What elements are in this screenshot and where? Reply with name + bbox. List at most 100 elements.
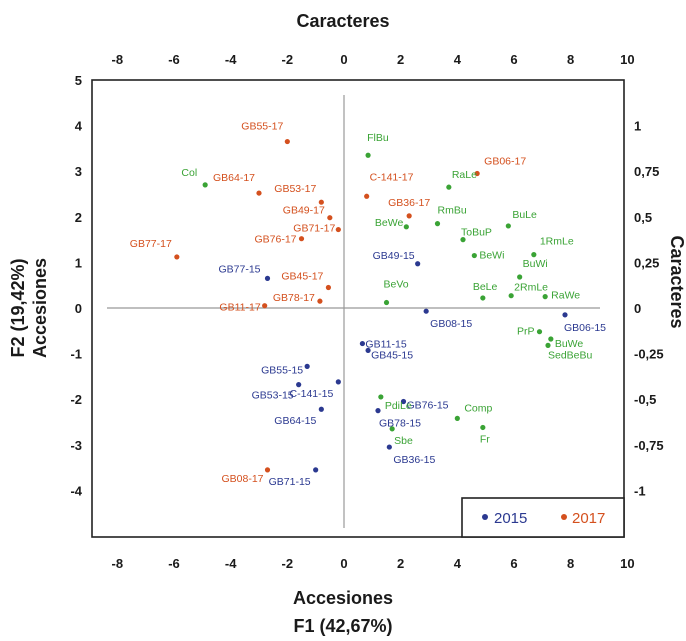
right-tick-label: -1 [634, 483, 646, 498]
point-label-GB55-15: GB55-15 [261, 364, 303, 376]
point-label-GB49-15: GB49-15 [373, 250, 415, 262]
point-GB06-15 [562, 312, 568, 318]
point-label-SedBeBu: SedBeBu [548, 349, 593, 361]
point-GB11-17 [262, 303, 268, 309]
bottom-tick-label: -2 [282, 556, 294, 571]
point-label-GB76-17: GB76-17 [254, 234, 296, 246]
left-tick-label: 2 [75, 210, 82, 225]
point-label-GB36-15: GB36-15 [393, 454, 435, 466]
point-label-GB53-15: GB53-15 [252, 390, 294, 402]
point-GB53-15 [296, 382, 302, 388]
left-axis-title-2: Accesiones [30, 258, 50, 358]
point-label-BeWi: BeWi [479, 250, 504, 262]
legend-label-2015: 2015 [494, 510, 527, 527]
bottom-axis-title-1: Accesiones [293, 588, 393, 608]
point-2RmLe [508, 293, 514, 299]
point-PdiLe [378, 394, 384, 400]
left-tick-label: 5 [75, 73, 82, 88]
point-label-Fr: Fr [480, 433, 490, 445]
point-label-GB64-15: GB64-15 [274, 415, 316, 427]
point-label-GB53-17: GB53-17 [274, 183, 316, 195]
left-tick-label: -4 [70, 483, 82, 498]
point-RaLe [446, 184, 452, 190]
point-label-FlBu: FlBu [367, 132, 389, 144]
point-GB06-17 [474, 170, 480, 177]
right-tick-label: -0,5 [634, 392, 656, 407]
point-label-GB36-17: GB36-17 [388, 197, 430, 209]
point-GB76-15 [400, 398, 407, 405]
point-BeWi [471, 252, 477, 259]
plot-frame [91, 79, 625, 538]
top-axis-title: Caracteres [296, 11, 389, 31]
point-Fr [480, 424, 486, 431]
point-label-ToBuP: ToBuP [461, 227, 492, 239]
point-GB78-15 [375, 408, 381, 414]
point-ToBuP [460, 237, 466, 243]
top-tick-label: 6 [510, 52, 517, 67]
point-label-PrP: PrP [517, 326, 535, 338]
point-label-Sbe: Sbe [394, 435, 413, 447]
legend: 2015 2017 [461, 497, 625, 538]
top-tick-label: 8 [567, 52, 574, 67]
top-tick-label: 2 [397, 52, 404, 67]
point-GB36-17 [406, 213, 412, 219]
point-label-BuWi: BuWi [523, 258, 548, 270]
point-RmBu [434, 221, 441, 227]
point-Comp [454, 415, 460, 421]
bottom-tick-label: -6 [168, 556, 180, 571]
point-PrP [536, 329, 543, 335]
point-label-RmBu: RmBu [438, 205, 467, 217]
right-axis-title: Caracteres [667, 235, 686, 328]
point-label-BuLe: BuLe [512, 209, 537, 221]
point-label-GB77-15: GB77-15 [218, 263, 260, 275]
point-label-GB08-15: GB08-15 [430, 318, 472, 330]
top-tick-label: 10 [620, 52, 634, 67]
point-label-GB08-17: GB08-17 [221, 473, 263, 485]
left-tick-label: 1 [75, 255, 82, 270]
point-GB64-15 [318, 406, 324, 412]
left-axis-title-1: F2 (19,42%) [8, 258, 28, 357]
point-GB49-15 [415, 261, 421, 267]
point-label-Col: Col [181, 167, 197, 179]
point-label-GB78-17: GB78-17 [273, 292, 315, 304]
point-label-GB49-17: GB49-17 [283, 205, 325, 217]
top-tick-label: -8 [112, 52, 124, 67]
bottom-tick-label: 2 [397, 556, 404, 571]
point-label-RaWe: RaWe [551, 290, 580, 302]
point-GB55-15 [304, 363, 310, 369]
point-label-C-141-15: C-141-15 [290, 388, 334, 400]
point-GB71-15 [313, 467, 319, 473]
point-label-1RmLe: 1RmLe [540, 236, 574, 248]
point-BuWe [548, 336, 554, 342]
point-GB11-15 [359, 340, 366, 347]
point-BeVo [383, 299, 390, 306]
left-tick-label: 3 [75, 164, 82, 179]
left-tick-label: 4 [75, 119, 83, 134]
top-tick-label: -4 [225, 52, 237, 67]
point-label-GB71-15: GB71-15 [269, 476, 311, 488]
point-GB76-17 [298, 236, 305, 242]
point-BeWe [403, 224, 409, 230]
point-GB08-17 [264, 467, 271, 473]
point-GB49-17 [327, 215, 333, 221]
point-label-GB06-17: GB06-17 [484, 155, 526, 167]
point-label-GB45-15: GB45-15 [371, 349, 413, 361]
point-label-GB78-15: GB78-15 [379, 418, 421, 430]
point-GB55-17 [284, 138, 290, 145]
point-label-GB76-15: GB76-15 [407, 399, 449, 411]
bottom-tick-label: 10 [620, 556, 634, 571]
bottom-tick-label: 4 [454, 556, 462, 571]
legend-marker-2015 [482, 514, 488, 520]
bottom-tick-label: 0 [340, 556, 347, 571]
right-tick-label: 1 [634, 119, 641, 134]
bottom-axis-title-2: F1 (42,67%) [293, 616, 392, 636]
point-GB77-17 [174, 254, 180, 260]
point-GB36-15 [386, 444, 392, 450]
right-tick-label: 0 [634, 301, 641, 316]
point-label-GB64-17: GB64-17 [213, 172, 255, 184]
point-BuLe [505, 223, 511, 229]
point-label-BeVo: BeVo [384, 279, 409, 291]
bottom-tick-label: -4 [225, 556, 237, 571]
